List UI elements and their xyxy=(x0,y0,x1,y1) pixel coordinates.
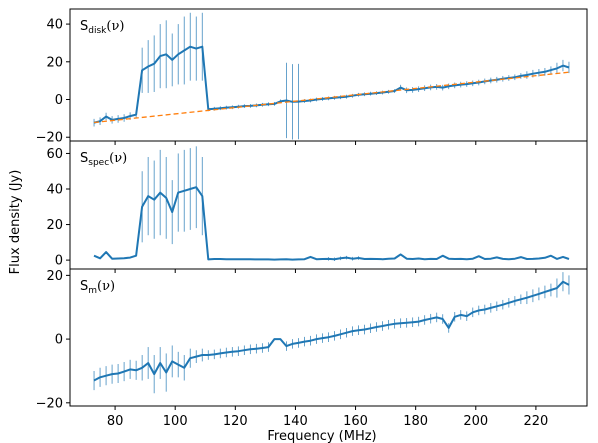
x-tick-label: 180 xyxy=(403,414,428,429)
y-tick-label: 0 xyxy=(55,333,63,348)
y-tick-label: −20 xyxy=(36,131,63,146)
panel-label-base: S xyxy=(80,279,88,294)
y-tick-label: 20 xyxy=(46,55,63,70)
series-line xyxy=(93,186,570,261)
y-tick-label: 20 xyxy=(46,218,63,233)
x-tick-label: 160 xyxy=(343,414,368,429)
panel-label-sub: spec xyxy=(88,158,109,168)
panel-label-base: S xyxy=(80,19,88,34)
panel-2: 0 20 40 60 Sspec(ν) xyxy=(46,140,588,273)
panel-1: −20 0 20 40 Sdisk(ν) xyxy=(36,8,588,146)
y-tick-label: 0 xyxy=(55,254,63,269)
series-line xyxy=(93,45,570,124)
panel-label: Sdisk(ν) xyxy=(80,19,124,36)
panel-frame xyxy=(69,8,588,142)
y-tick-label: 60 xyxy=(46,147,63,162)
x-axis-label: Frequency (MHz) xyxy=(267,429,376,443)
panel-label-sub: disk xyxy=(88,26,107,36)
y-tick-label: 40 xyxy=(46,18,63,33)
panel-label-arg: (ν) xyxy=(97,279,115,294)
panel-3: −20 0 20 Sm(ν) xyxy=(36,268,588,411)
panel-frame xyxy=(69,140,588,270)
panel-frame xyxy=(69,268,588,407)
x-tick-label: 200 xyxy=(463,414,488,429)
series-line xyxy=(93,280,570,382)
x-tick-label: 100 xyxy=(163,414,188,429)
panel-label-base: S xyxy=(80,151,88,166)
panel-label: Sspec(ν) xyxy=(80,151,127,168)
y-tick-label: 0 xyxy=(55,93,63,108)
panel-label-arg: (ν) xyxy=(106,19,124,34)
panel-label-arg: (ν) xyxy=(109,151,127,166)
y-tick-label: 40 xyxy=(46,183,63,198)
x-tick-label: 140 xyxy=(283,414,308,429)
x-tick-label: 80 xyxy=(107,414,124,429)
panel-label-sub: m xyxy=(88,286,97,296)
y-axis-label: Flux density (Jy) xyxy=(8,170,23,275)
panel-label: Sm(ν) xyxy=(80,279,115,296)
x-tick-label: 220 xyxy=(523,414,548,429)
x-tick-label: 120 xyxy=(223,414,248,429)
y-tick-label: 20 xyxy=(46,269,63,284)
y-tick-label: −20 xyxy=(36,396,63,411)
